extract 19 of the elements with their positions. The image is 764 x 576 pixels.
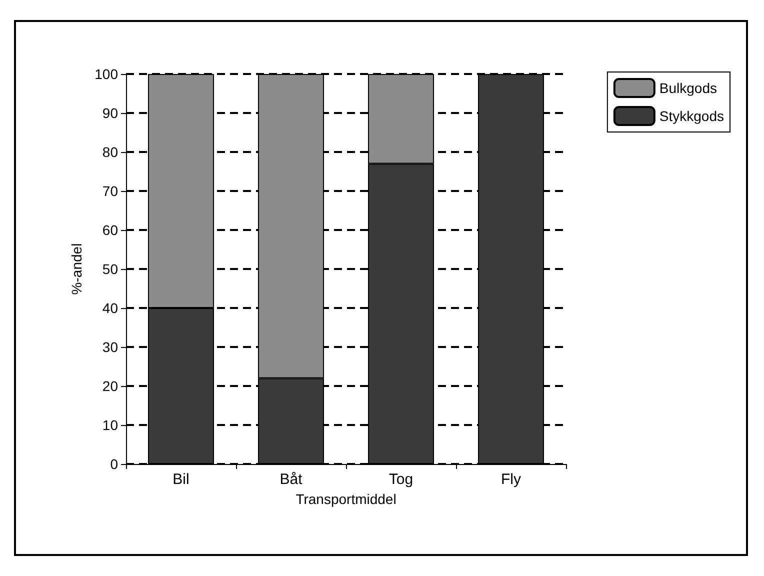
y-tick-label: 70: [102, 183, 118, 199]
x-tick-label: Fly: [501, 471, 522, 488]
y-tick-label: 0: [110, 456, 118, 472]
x-tick-label: Båt: [280, 471, 304, 488]
y-tick-label: 100: [94, 66, 118, 82]
y-tick-label: 50: [102, 261, 118, 277]
y-tick-label: 30: [102, 339, 118, 355]
y-tick-label: 80: [102, 144, 118, 160]
y-tick-label: 60: [102, 222, 118, 238]
x-axis-title: Transportmiddel: [296, 490, 396, 507]
x-tick-label: Tog: [388, 471, 414, 488]
legend-label: Stykkgods: [659, 108, 724, 124]
y-tick-label: 10: [102, 417, 118, 433]
y-tick-label: 40: [102, 300, 118, 316]
y-axis-title: %-andel: [68, 243, 85, 295]
x-tick-label: Bil: [172, 471, 190, 488]
y-tick-label: 20: [102, 378, 118, 394]
y-tick-label: 90: [102, 105, 118, 121]
legend-label: Bulkgods: [659, 80, 718, 96]
